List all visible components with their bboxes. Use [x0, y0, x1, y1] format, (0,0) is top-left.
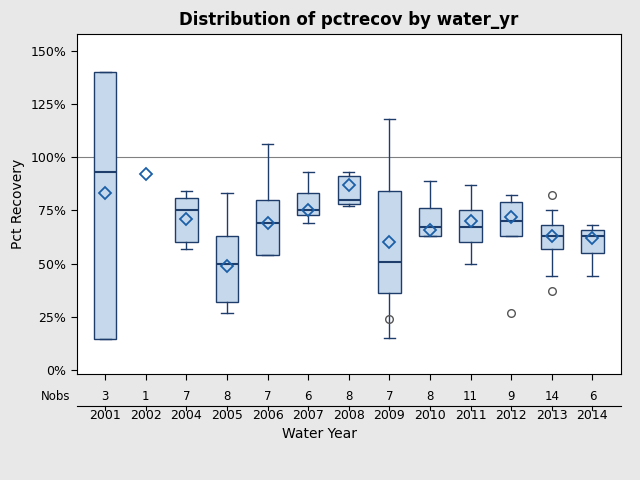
- Text: 7: 7: [182, 389, 190, 403]
- Text: 6: 6: [305, 389, 312, 403]
- Text: 2004: 2004: [170, 408, 202, 422]
- Text: Water Year: Water Year: [282, 427, 358, 442]
- Text: 6: 6: [589, 389, 596, 403]
- Text: 2012: 2012: [495, 408, 527, 422]
- Text: 8: 8: [426, 389, 434, 403]
- Text: 2002: 2002: [130, 408, 162, 422]
- Text: Nobs: Nobs: [41, 389, 70, 403]
- Text: 2001: 2001: [90, 408, 121, 422]
- Text: 2014: 2014: [577, 408, 608, 422]
- Text: 2008: 2008: [333, 408, 365, 422]
- PathPatch shape: [94, 72, 116, 339]
- PathPatch shape: [175, 198, 198, 242]
- PathPatch shape: [581, 229, 604, 253]
- Text: 7: 7: [386, 389, 393, 403]
- PathPatch shape: [460, 210, 482, 242]
- PathPatch shape: [500, 202, 522, 236]
- PathPatch shape: [419, 208, 441, 236]
- Text: 8: 8: [223, 389, 230, 403]
- Text: 2011: 2011: [455, 408, 486, 422]
- Text: 2007: 2007: [292, 408, 324, 422]
- PathPatch shape: [338, 176, 360, 204]
- Title: Distribution of pctrecov by water_yr: Distribution of pctrecov by water_yr: [179, 11, 518, 29]
- Text: 2013: 2013: [536, 408, 568, 422]
- Text: 2006: 2006: [252, 408, 284, 422]
- Text: 14: 14: [544, 389, 559, 403]
- Text: 2010: 2010: [414, 408, 446, 422]
- PathPatch shape: [541, 225, 563, 249]
- Text: 8: 8: [345, 389, 353, 403]
- PathPatch shape: [297, 193, 319, 215]
- Text: 2005: 2005: [211, 408, 243, 422]
- Y-axis label: Pct Recovery: Pct Recovery: [11, 159, 25, 249]
- Text: 2009: 2009: [374, 408, 405, 422]
- Text: 9: 9: [508, 389, 515, 403]
- Text: 1: 1: [142, 389, 150, 403]
- PathPatch shape: [216, 236, 238, 302]
- Text: 3: 3: [102, 389, 109, 403]
- PathPatch shape: [257, 200, 279, 255]
- PathPatch shape: [378, 191, 401, 293]
- Text: 7: 7: [264, 389, 271, 403]
- Text: 11: 11: [463, 389, 478, 403]
